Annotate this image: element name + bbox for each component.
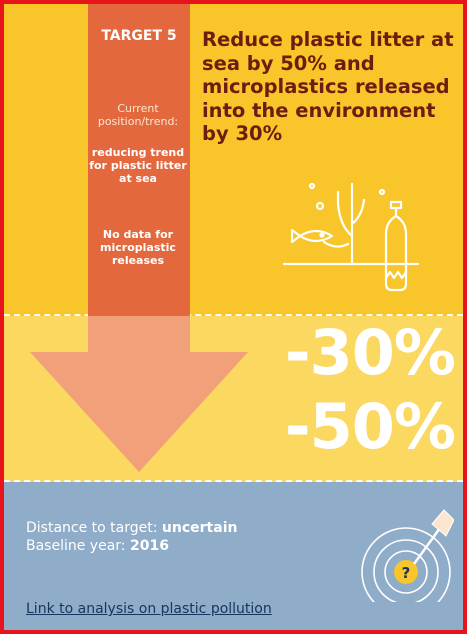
divider (4, 314, 463, 316)
target-label: TARGET 5 (101, 28, 177, 44)
trend-arrow (30, 4, 248, 472)
plastic-litter-reduction-value: -50% (284, 390, 456, 463)
target-uncertain-icon: ? (361, 509, 454, 602)
distance-to-target: Distance to target: uncertain (26, 520, 238, 536)
trend-plastic-text: reducing trend for plastic litter at sea (89, 146, 187, 185)
trend-micro-text: No data for microplastic releases (100, 228, 176, 267)
sea-plastic-icon (282, 182, 420, 292)
baseline-year: Baseline year: 2016 (26, 538, 169, 554)
distance-value: uncertain (161, 520, 238, 536)
divider (4, 480, 463, 482)
current-position-label: Current position/trend: (97, 102, 179, 128)
svg-text:?: ? (402, 564, 411, 582)
distance-section (4, 482, 463, 630)
target-headline: Reduce plastic litter at sea by 50% and … (202, 28, 454, 145)
analysis-link[interactable]: Link to analysis on plastic pollution (26, 601, 272, 617)
baseline-value: 2016 (129, 538, 169, 554)
distance-info: Distance to target: uncertain Baseline y… (26, 519, 237, 555)
microplastics-reduction-value: -30% (284, 316, 456, 389)
